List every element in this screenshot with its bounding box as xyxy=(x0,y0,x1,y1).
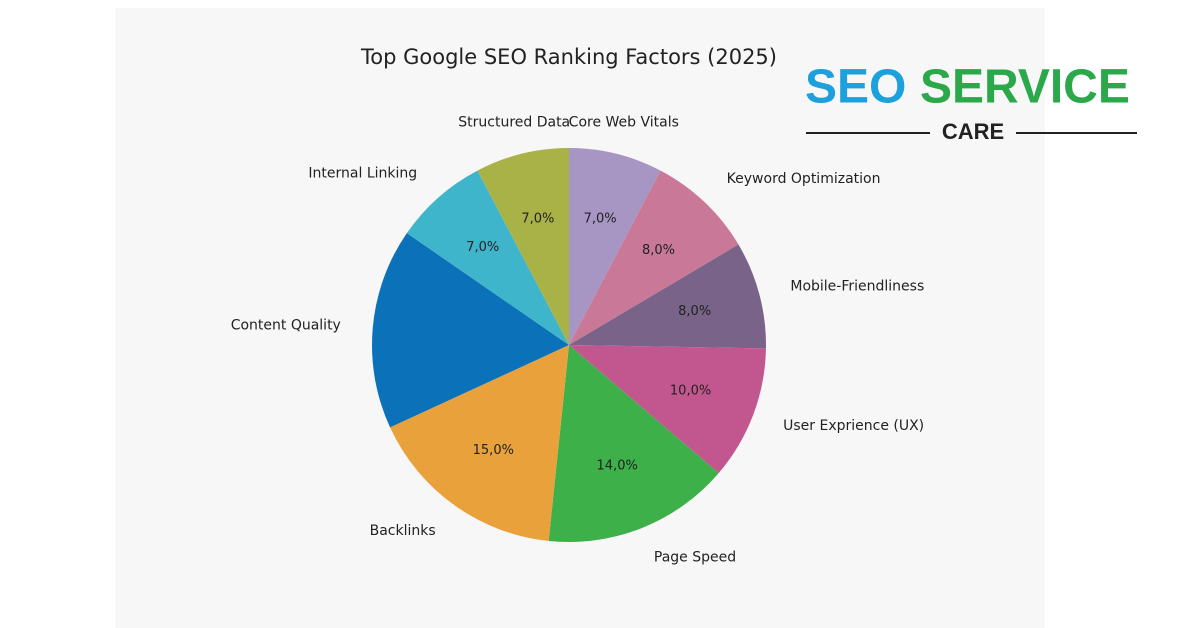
logo-brand: SEO xyxy=(805,61,906,114)
pie-slice xyxy=(390,345,569,541)
value-label: 15,0% xyxy=(473,443,514,458)
pie-slice xyxy=(569,244,766,349)
slice-label: Core Web Vitals xyxy=(569,115,679,131)
value-label: 7,0% xyxy=(584,211,617,226)
value-label: 7,0% xyxy=(521,211,554,226)
logo: SEO SERVICE CARE xyxy=(805,61,1137,144)
slice-label: Mobile-Friendliness xyxy=(790,278,924,294)
slice-label: Internal Linking xyxy=(308,166,417,182)
pie-slice xyxy=(548,345,719,542)
slice-label: User Exprience (UX) xyxy=(783,418,924,434)
logo-name: SERVICE xyxy=(920,61,1130,114)
logo-sub: CARE xyxy=(942,119,1004,144)
pie-slice xyxy=(569,345,766,474)
slice-label: Keyword Optimization xyxy=(727,171,881,187)
value-label: 8,0% xyxy=(678,304,711,319)
chart-title: Top Google SEO Ranking Factors (2025) xyxy=(360,45,777,69)
pie-slice xyxy=(569,148,661,345)
pie-slice xyxy=(569,170,739,345)
slice-label: Structured Data xyxy=(458,115,570,131)
slice-label: Content Quality xyxy=(231,317,341,333)
value-label: 14,0% xyxy=(597,458,638,473)
pie-slice xyxy=(371,233,569,428)
pie-slice xyxy=(477,148,569,345)
slice-label: Backlinks xyxy=(370,523,436,539)
value-label: 7,0% xyxy=(466,240,499,255)
value-label: 8,0% xyxy=(642,243,675,258)
value-label: 10,0% xyxy=(670,384,711,399)
pie-slice xyxy=(406,170,569,345)
slice-label: Page Speed xyxy=(654,550,736,566)
